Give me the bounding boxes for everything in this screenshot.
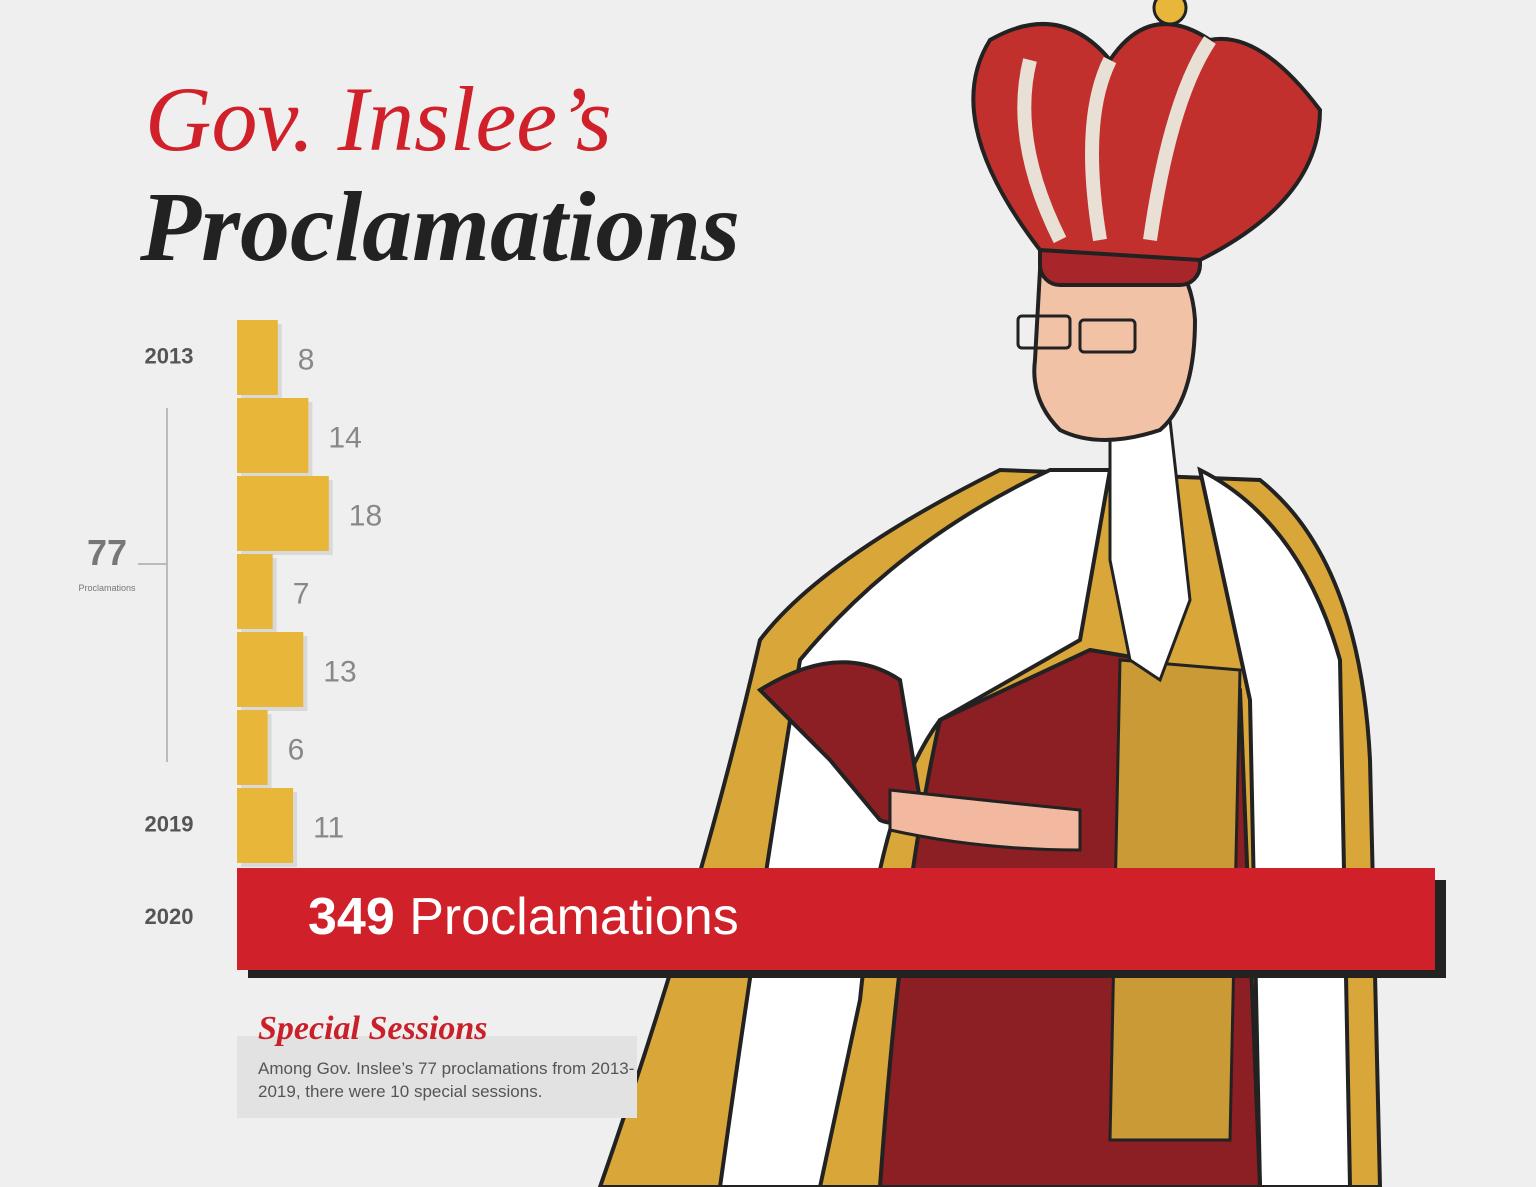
value-label: 13 — [323, 655, 356, 688]
bar — [237, 788, 294, 863]
note-box — [237, 1036, 637, 1118]
annotation-label: Proclamations — [78, 583, 136, 593]
value-label: 7 — [293, 577, 310, 610]
illustration — [597, 0, 1383, 1187]
value-label: 11 — [313, 811, 344, 844]
y-tick-label: 2019 — [145, 811, 194, 836]
note-text: Among Gov. Inslee’s 77 proclamations fro… — [258, 1059, 635, 1101]
bar — [237, 632, 304, 707]
highlight-value: 349 — [308, 888, 395, 946]
bar — [237, 554, 273, 629]
bar — [237, 476, 329, 551]
value-label: 18 — [349, 499, 382, 532]
value-label: 14 — [328, 421, 361, 454]
bar — [237, 320, 278, 395]
note-title: Special Sessions — [258, 1010, 488, 1047]
highlight-text: 349 Proclamations — [308, 888, 739, 946]
highlight-label: Proclamations — [409, 888, 738, 946]
highlight-banner — [237, 868, 1435, 970]
y-tick-label: 2013 — [145, 343, 194, 368]
value-label: 8 — [298, 343, 315, 376]
highlight-category: 2020 — [145, 904, 194, 929]
value-label: 6 — [288, 733, 305, 766]
subtitle: Proclamations — [139, 171, 740, 282]
annotation-total: 77 — [87, 532, 127, 573]
bar — [237, 710, 268, 785]
bar — [237, 398, 309, 473]
title: Gov. Inslee’s — [145, 68, 612, 170]
